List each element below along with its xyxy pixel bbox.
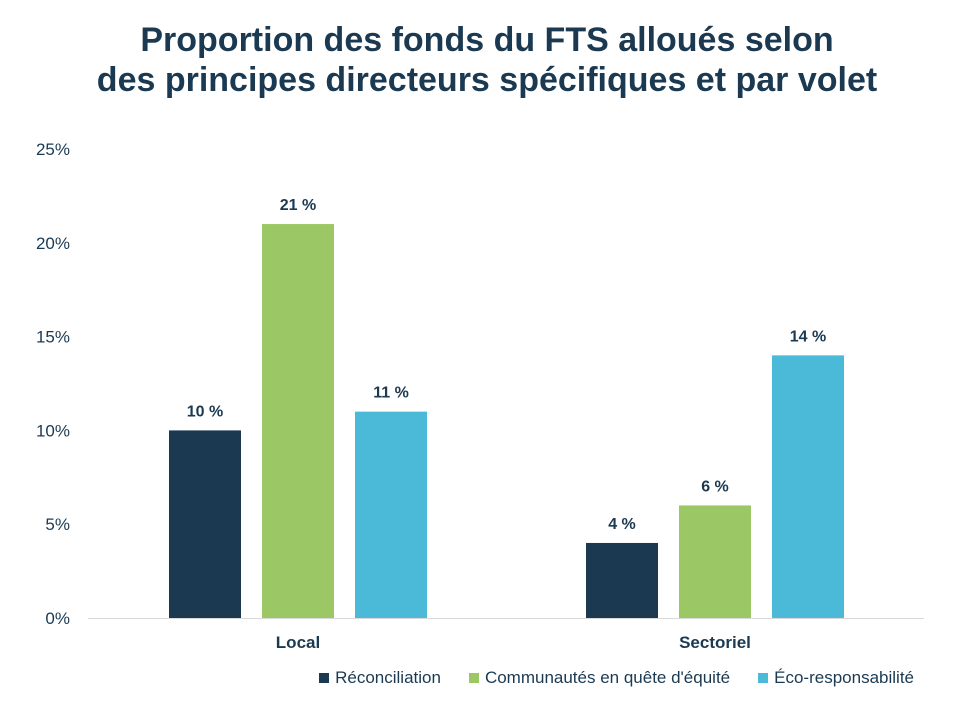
legend-label-eco: Éco-responsabilité <box>774 668 914 687</box>
legend-item-eco: Éco-responsabilité <box>758 668 914 688</box>
chart-title-line-2: des principes directeurs spécifiques et … <box>96 61 878 99</box>
chart-title-line-1: Proportion des fonds du FTS alloués selo… <box>140 21 834 59</box>
legend-item-reconciliation: Réconciliation <box>319 668 441 688</box>
data-label: 6 % <box>701 478 729 495</box>
x-category-label: Local <box>276 633 320 652</box>
data-label: 10 % <box>187 403 223 420</box>
data-label: 4 % <box>608 516 636 533</box>
bar <box>169 430 241 618</box>
legend-item-communautes: Communautés en quête d'équité <box>468 668 731 688</box>
x-category-label: Sectoriel <box>679 633 751 652</box>
bar <box>262 224 334 619</box>
legend-swatch-reconciliation <box>319 673 330 683</box>
data-label: 11 % <box>373 385 409 402</box>
y-tick-label: 25% <box>36 140 70 159</box>
y-tick-label: 10% <box>36 421 70 440</box>
legend-label-communautes: Communautés en quête d'équité <box>484 668 731 687</box>
legend-label-reconciliation: Réconciliation <box>335 668 441 687</box>
legend-swatch-eco <box>758 673 769 683</box>
chart-title: Proportion des fonds du FTS alloués selo… <box>0 20 974 100</box>
bar <box>586 542 658 618</box>
bar <box>355 411 427 618</box>
bar <box>679 505 751 618</box>
legend-swatch-communautes <box>468 673 479 683</box>
data-label: 14 % <box>790 328 826 345</box>
y-tick-label: 0% <box>45 609 70 628</box>
y-tick-label: 20% <box>36 234 70 253</box>
y-tick-label: 5% <box>45 515 70 534</box>
y-tick-label: 15% <box>36 328 70 347</box>
legend: Réconciliation Communautés en quête d'éq… <box>319 668 914 688</box>
bar <box>772 355 844 618</box>
data-label: 21 % <box>280 197 316 214</box>
